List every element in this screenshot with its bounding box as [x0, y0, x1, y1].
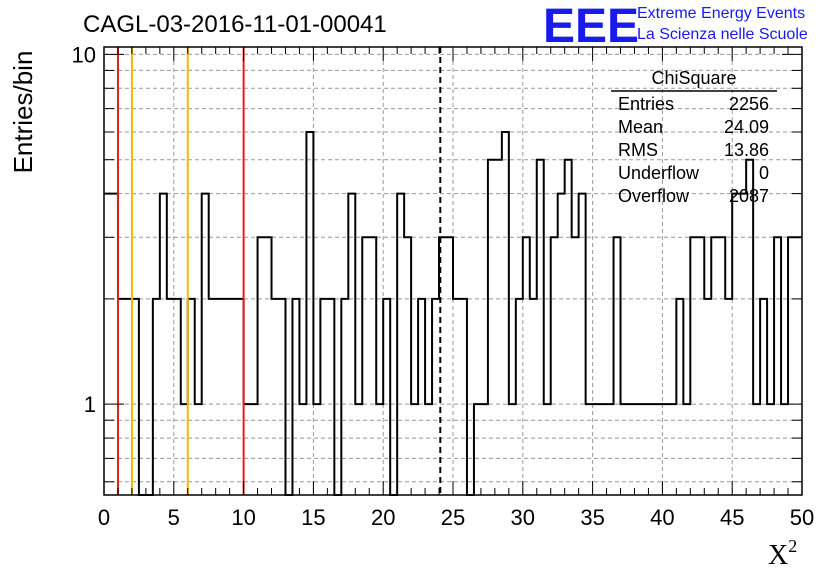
x-tick-label: 50: [790, 505, 814, 530]
x-tick-label: 0: [98, 505, 110, 530]
x-tick-label: 10: [231, 505, 255, 530]
x-tick-label: 15: [301, 505, 325, 530]
stats-box: ChiSquare Entries 2256 Mean 24.09 RMS 13.86 Un…: [611, 68, 777, 206]
stats-title: ChiSquare: [651, 68, 736, 88]
stats-label: RMS: [618, 140, 658, 160]
stats-label: Mean: [618, 117, 663, 137]
y-axis-label: Entries/bin: [8, 51, 38, 174]
stats-label: Overflow: [618, 186, 690, 206]
x-tick-label: 5: [168, 505, 180, 530]
x-tick-label: 35: [580, 505, 604, 530]
stats-value: 2256: [729, 94, 769, 114]
stats-value: 24.09: [724, 117, 769, 137]
stats-value: 0: [759, 163, 769, 183]
x-tick-label: 30: [511, 505, 535, 530]
x-tick-label: 25: [441, 505, 465, 530]
reference-lines: [116, 47, 442, 495]
stats-label: Underflow: [618, 163, 700, 183]
x-tick-label: 40: [650, 505, 674, 530]
y-axis-ticks: 1 10: [72, 42, 802, 483]
x-axis-ticks: 0 5 10 15 20 25 30 35 40 45 50: [98, 47, 814, 530]
chart-title: CAGL-03-2016-11-01-00041: [83, 11, 387, 38]
eee-logo: EEE Extreme Energy Events La Scienza nel…: [543, 0, 808, 53]
histogram-bars: [104, 131, 802, 496]
stats-label: Entries: [618, 94, 674, 114]
stats-value: 2087: [729, 186, 769, 206]
y-tick-label: 1: [84, 392, 96, 417]
x-axis-label: X2: [768, 536, 797, 571]
eee-logo-line2: La Scienza nelle Scuole: [637, 26, 808, 43]
x-tick-label: 45: [720, 505, 744, 530]
eee-logo-line1: Extreme Energy Events: [637, 5, 805, 22]
y-tick-label: 10: [72, 42, 96, 67]
eee-logo-mark: EEE: [543, 0, 639, 53]
x-tick-label: 20: [371, 505, 395, 530]
histogram-outline: [104, 131, 802, 496]
stats-value: 13.86: [724, 140, 769, 160]
